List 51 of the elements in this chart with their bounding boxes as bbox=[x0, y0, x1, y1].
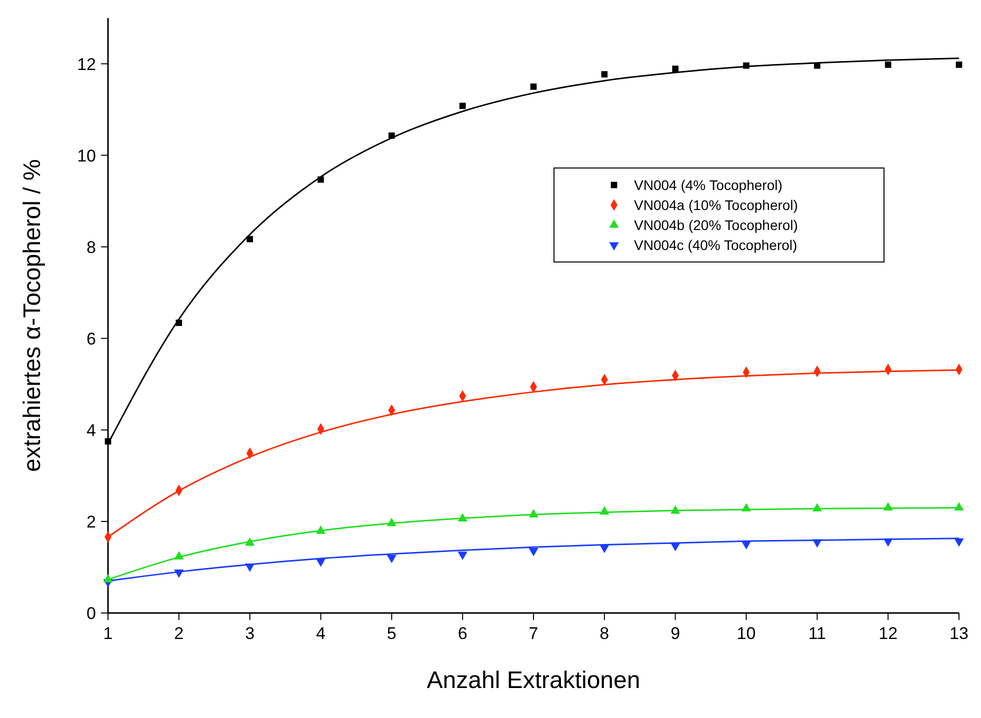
legend-label: VN004a (10% Tocopherol) bbox=[634, 197, 798, 213]
x-tick-label: 10 bbox=[736, 624, 756, 643]
point bbox=[741, 541, 752, 550]
legend-label: VN004c (40% Tocopherol) bbox=[634, 237, 798, 253]
point bbox=[812, 539, 822, 548]
point bbox=[528, 548, 538, 556]
point bbox=[318, 176, 324, 183]
point bbox=[176, 320, 182, 326]
x-tick-label: 11 bbox=[808, 624, 826, 643]
point bbox=[672, 66, 678, 72]
y-tick-label: 6 bbox=[86, 329, 96, 348]
x-tick-label: 6 bbox=[458, 624, 468, 643]
point bbox=[104, 438, 112, 445]
x-tick-label: 5 bbox=[386, 624, 396, 643]
point bbox=[670, 542, 680, 552]
point bbox=[814, 62, 820, 69]
y-tick-label: 10 bbox=[77, 146, 96, 166]
legend-label: VN004b (20% Tocopherol) bbox=[634, 217, 798, 233]
x-tick-label: 3 bbox=[245, 624, 255, 643]
point bbox=[743, 62, 750, 69]
x-tick-label: 2 bbox=[174, 624, 184, 643]
y-tick-label: 2 bbox=[86, 512, 96, 532]
y-tick-label: 12 bbox=[77, 54, 96, 74]
x-tick-label: 7 bbox=[528, 624, 538, 643]
point bbox=[883, 538, 893, 547]
point bbox=[956, 62, 962, 68]
x-tick-label: 8 bbox=[600, 624, 610, 643]
x-tick-label: 4 bbox=[316, 624, 326, 643]
point bbox=[459, 102, 466, 110]
point bbox=[316, 558, 326, 567]
legend-label: VN004 (4% Tocopherol) bbox=[634, 177, 782, 193]
point bbox=[174, 569, 184, 578]
point bbox=[954, 538, 964, 547]
point bbox=[386, 554, 396, 564]
x-tick-label: 13 bbox=[950, 624, 968, 643]
x-tick-label: 1 bbox=[103, 624, 113, 643]
y-tick-label: 8 bbox=[86, 238, 96, 257]
point bbox=[884, 62, 892, 68]
point bbox=[245, 564, 255, 572]
point bbox=[530, 83, 537, 90]
y-tick-label: 0 bbox=[86, 604, 96, 623]
x-tick-label: 12 bbox=[878, 624, 898, 643]
point bbox=[246, 236, 253, 242]
x-tick-label: 9 bbox=[670, 624, 680, 643]
y-tick-label: 4 bbox=[86, 420, 96, 440]
point bbox=[601, 71, 608, 78]
x-axis-title: Anzahl Extraktionen bbox=[426, 667, 640, 694]
y-axis-title: extrahiertes α-Tocopherol / % bbox=[19, 159, 46, 472]
point bbox=[600, 544, 610, 554]
point bbox=[388, 132, 395, 139]
point bbox=[458, 552, 468, 560]
